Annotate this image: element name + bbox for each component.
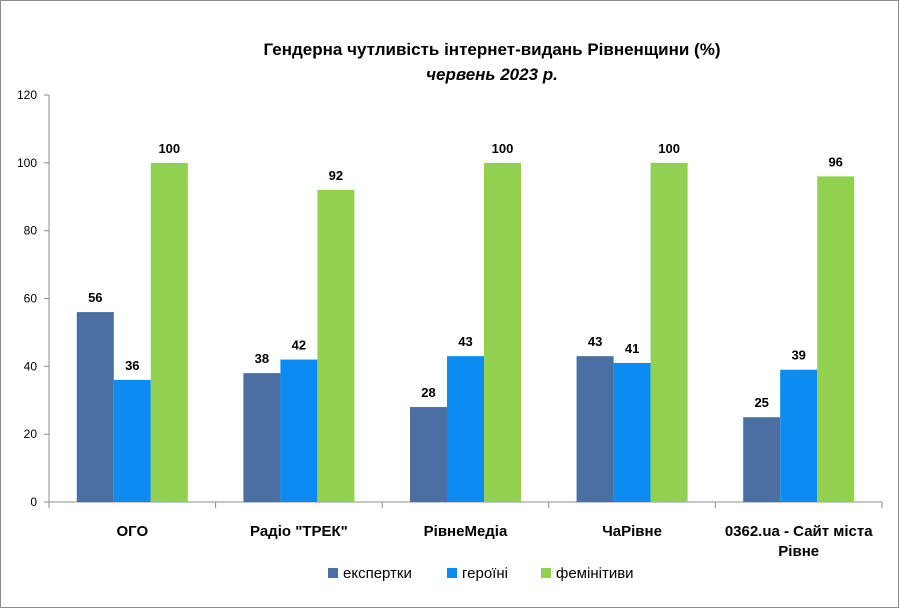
data-label: 41 <box>625 341 639 356</box>
bar <box>613 362 651 502</box>
category-label: ОГО <box>116 523 148 540</box>
data-label: 56 <box>88 290 102 305</box>
bar <box>317 189 355 502</box>
category-label: Радіо "ТРЕК" <box>250 523 348 540</box>
legend-label: експертки <box>343 565 412 582</box>
category-label: Рівне <box>778 543 819 560</box>
bar <box>650 162 688 503</box>
data-label: 100 <box>658 141 680 156</box>
data-label: 100 <box>492 141 514 156</box>
bar <box>447 356 484 502</box>
y-tick-label: 60 <box>24 292 38 306</box>
legend-label: фемінітиви <box>556 565 634 582</box>
chart-title: Гендерна чутливість інтернет-видань Рівн… <box>264 40 721 59</box>
data-label: 96 <box>828 154 842 169</box>
data-label: 42 <box>292 338 306 353</box>
legend-swatch <box>328 568 338 578</box>
legend-label: героїні <box>462 565 508 582</box>
bar <box>780 369 818 502</box>
bar <box>280 359 318 502</box>
y-tick-label: 80 <box>24 224 38 238</box>
legend-swatch <box>541 568 551 578</box>
bar <box>113 379 151 502</box>
legend: експертки героїні фемінітиви <box>328 565 634 582</box>
data-label: 38 <box>255 351 269 366</box>
bar <box>817 176 855 502</box>
y-tick-label: 0 <box>30 495 37 509</box>
data-label: 92 <box>329 168 343 183</box>
data-label: 43 <box>458 334 472 349</box>
bar <box>410 407 447 502</box>
data-label: 36 <box>125 358 139 373</box>
bar <box>150 162 188 503</box>
y-tick-label: 40 <box>24 359 38 373</box>
data-label: 25 <box>754 395 768 410</box>
bar <box>743 417 781 502</box>
data-label: 28 <box>421 385 435 400</box>
category-label: 0362.ua - Сайт міста <box>725 523 873 540</box>
chart-subtitle: червень 2023 р. <box>426 65 558 84</box>
bar <box>76 312 114 502</box>
category-label: РівнеМедіа <box>424 523 508 540</box>
y-tick-label: 100 <box>17 156 37 170</box>
bar <box>243 373 281 502</box>
data-label: 43 <box>588 334 602 349</box>
bar <box>484 162 521 503</box>
data-label: 39 <box>791 348 805 363</box>
plot-area: 0 20 40 60 80 100 120 56 38 28 43 25 36 42 43 41 39 100 92… <box>17 88 883 560</box>
y-tick-label: 120 <box>17 88 37 102</box>
y-tick-label: 20 <box>24 427 38 441</box>
category-label: ЧаРівне <box>602 523 662 540</box>
bar <box>576 356 614 502</box>
data-label: 100 <box>158 141 180 156</box>
legend-swatch <box>447 568 457 578</box>
